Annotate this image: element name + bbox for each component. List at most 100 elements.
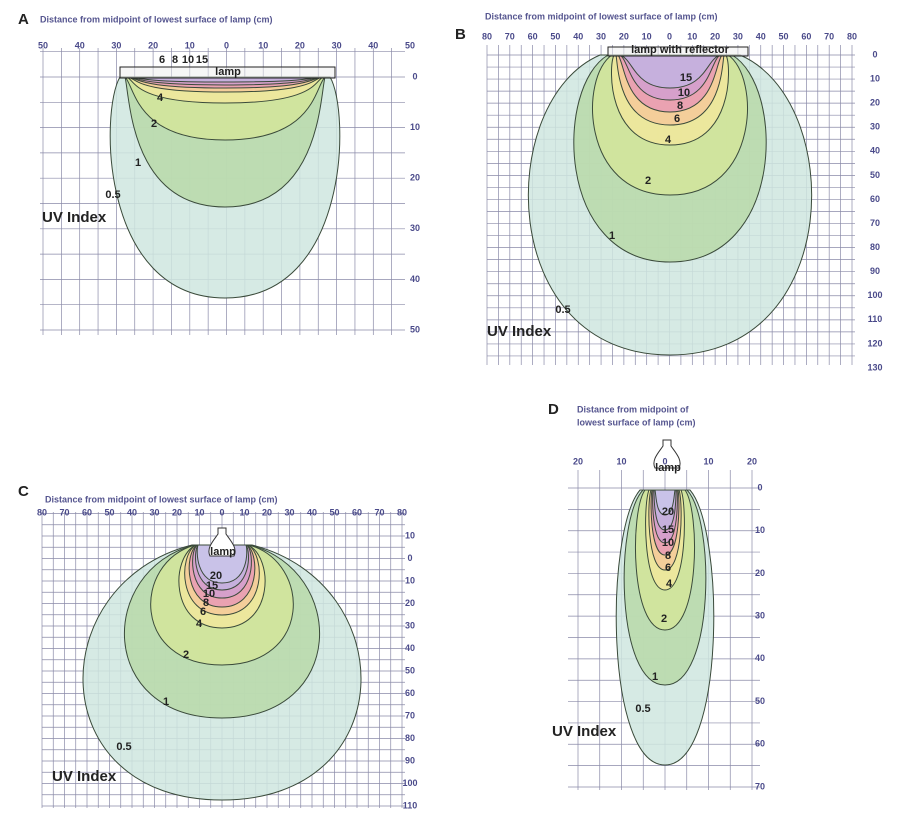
legend: UV Index (42, 209, 107, 226)
x-tick-label: 50 (550, 31, 560, 41)
x-tick-label: 0 (662, 456, 667, 466)
y-tick-label: 50 (410, 324, 420, 334)
panel-letter: B (455, 26, 466, 43)
y-tick-label: 70 (755, 781, 765, 791)
x-tick-label: 70 (59, 507, 69, 517)
contour-label: 10 (182, 54, 194, 66)
x-tick-label: 40 (75, 40, 85, 50)
legend: UV Index (52, 768, 117, 785)
x-tick-label: 10 (194, 507, 204, 517)
y-tick-label: 0 (412, 71, 417, 81)
y-tick-label: 50 (405, 665, 415, 675)
contour-label: 6 (665, 562, 671, 574)
y-tick-label: 0 (872, 49, 877, 59)
y-tick-label: 70 (405, 710, 415, 720)
y-tick-label: 40 (755, 653, 765, 663)
contour-label: 10 (678, 87, 690, 99)
panel-letter: A (18, 11, 29, 28)
y-tick-label: 30 (755, 611, 765, 621)
contour-label: 6 (200, 606, 206, 618)
panel-letter: D (548, 401, 559, 418)
x-tick-label: 70 (824, 31, 834, 41)
y-tick-label: 130 (867, 362, 882, 372)
contour-label: 10 (203, 588, 215, 600)
x-tick-label: 20 (295, 40, 305, 50)
contour-label: 10 (662, 537, 674, 549)
axis-title: Distance from midpoint of lowest surface… (485, 11, 718, 21)
x-tick-label: 20 (573, 456, 583, 466)
x-tick-label: 10 (687, 31, 697, 41)
y-tick-label: 110 (403, 800, 418, 810)
y-tick-label: 0 (757, 482, 762, 492)
x-tick-label: 10 (703, 456, 713, 466)
contour-label: 4 (196, 618, 203, 630)
x-tick-label: 10 (185, 40, 195, 50)
x-tick-label: 30 (596, 31, 606, 41)
y-tick-label: 40 (405, 643, 415, 653)
x-tick-label: 60 (352, 507, 362, 517)
x-tick-label: 80 (397, 507, 407, 517)
x-tick-label: 20 (619, 31, 629, 41)
y-tick-label: 50 (870, 170, 880, 180)
contour-label: 15 (196, 54, 208, 66)
x-tick-label: 40 (307, 507, 317, 517)
x-tick-label: 20 (262, 507, 272, 517)
y-tick-label: 10 (755, 525, 765, 535)
contour (619, 54, 721, 89)
x-tick-label: 20 (172, 507, 182, 517)
y-tick-label: 0 (407, 553, 412, 563)
y-tick-label: 40 (410, 274, 420, 284)
contour-label: 4 (666, 578, 673, 590)
y-tick-label: 60 (870, 194, 880, 204)
contour-label: 4 (157, 92, 164, 104)
legend: UV Index (552, 723, 617, 740)
x-tick-label: 30 (284, 507, 294, 517)
x-tick-label: 60 (528, 31, 538, 41)
x-tick-label: 50 (329, 507, 339, 517)
lamp (208, 527, 236, 557)
y-tick-label: 20 (405, 598, 415, 608)
x-tick-label: 40 (368, 40, 378, 50)
y-tick-label: 20 (410, 173, 420, 183)
x-tick-label: 0 (667, 31, 672, 41)
contour-label: 0.5 (105, 189, 120, 201)
contour-label: 6 (674, 113, 680, 125)
lamp (607, 46, 749, 57)
x-tick-label: 40 (127, 507, 137, 517)
y-tick-label: 30 (405, 620, 415, 630)
x-tick-label: 0 (224, 40, 229, 50)
y-tick-label: 10 (870, 73, 880, 83)
axis-title: lowest surface of lamp (cm) (577, 417, 696, 427)
contour-label: 2 (183, 649, 189, 661)
y-tick-label: 90 (405, 755, 415, 765)
x-tick-label: 80 (37, 507, 47, 517)
axis-title: Distance from midpoint of (577, 404, 690, 414)
y-tick-label: 20 (870, 98, 880, 108)
x-tick-label: 80 (482, 31, 492, 41)
x-tick-label: 20 (747, 456, 757, 466)
contour-label: 15 (680, 72, 692, 84)
y-tick-label: 100 (867, 290, 882, 300)
contour-label: 2 (645, 175, 651, 187)
legend: UV Index (487, 323, 552, 340)
panel: 20 10 0 10 20010203040506070201510864210.5la… (548, 401, 765, 791)
contour-label: 8 (172, 54, 178, 66)
axis-title: Distance from midpoint of lowest surface… (40, 14, 273, 24)
y-tick-label: 40 (870, 146, 880, 156)
lamp-label: lamp (655, 462, 681, 474)
y-tick-label: 30 (870, 122, 880, 132)
contour (654, 489, 676, 516)
x-tick-label: 60 (82, 507, 92, 517)
y-tick-label: 60 (755, 739, 765, 749)
y-tick-label: 90 (870, 266, 880, 276)
x-tick-label: 70 (374, 507, 384, 517)
panel-letter: C (18, 483, 29, 500)
x-tick-label: 30 (733, 31, 743, 41)
x-tick-label: 30 (332, 40, 342, 50)
contour-label: 15 (662, 524, 674, 536)
contour-label: 2 (151, 118, 157, 130)
x-tick-label: 60 (801, 31, 811, 41)
contour-label: 0.5 (635, 703, 650, 715)
y-tick-label: 70 (870, 218, 880, 228)
